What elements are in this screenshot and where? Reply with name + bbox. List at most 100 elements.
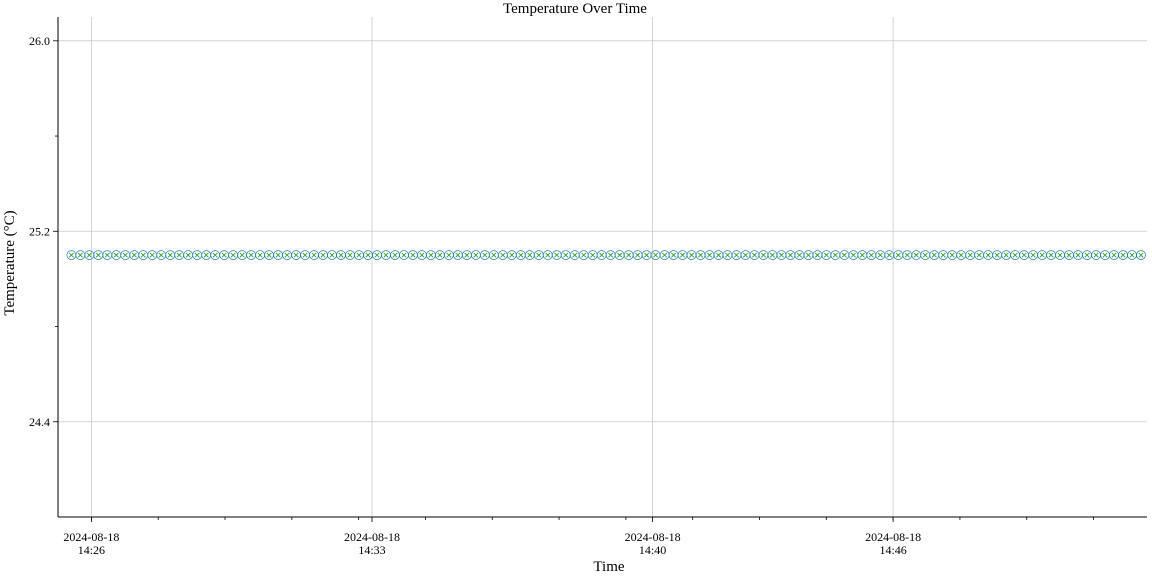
data-point-x xyxy=(1066,252,1072,258)
data-point-x xyxy=(194,252,200,258)
y-tick-label: 24.4 xyxy=(29,415,50,429)
data-point-x xyxy=(365,252,371,258)
data-point-x xyxy=(1129,252,1135,258)
data-point-x xyxy=(455,252,461,258)
data-point-x xyxy=(392,252,398,258)
data-point-x xyxy=(509,252,515,258)
data-point-x xyxy=(689,252,695,258)
data-point-x xyxy=(617,252,623,258)
data-point-x xyxy=(1138,252,1144,258)
ticks: 24.4 25.2 26.0 2024-08-18 14:26 2024-08-18 14:… xyxy=(29,34,1094,557)
data-point-x xyxy=(644,252,650,258)
data-point-x xyxy=(275,252,281,258)
data-point-x xyxy=(814,252,820,258)
data-point-x xyxy=(859,252,865,258)
data-point-x xyxy=(383,252,389,258)
data-point-x xyxy=(608,252,614,258)
data-point-x xyxy=(958,252,964,258)
x-axis-title: Time xyxy=(593,559,624,575)
data-point-x xyxy=(994,252,1000,258)
data-point-x xyxy=(698,252,704,258)
data-point-x xyxy=(913,252,919,258)
data-point-x xyxy=(410,252,416,258)
data-point-x xyxy=(769,252,775,258)
x-tick-label: 2024-08-18 14:33 xyxy=(344,530,400,557)
data-point-x xyxy=(419,252,425,258)
data-point-x xyxy=(868,252,874,258)
data-point-x xyxy=(626,252,632,258)
data-point-x xyxy=(841,252,847,258)
data-point-x xyxy=(742,252,749,258)
y-tick-label: 25.2 xyxy=(29,224,50,238)
data-point-x xyxy=(320,252,326,258)
data-point-x xyxy=(284,252,290,258)
data-point-x xyxy=(329,252,335,258)
data-point-x xyxy=(104,252,110,258)
data-point-x xyxy=(257,252,263,258)
data-point-x xyxy=(680,252,686,258)
grid xyxy=(58,17,1147,517)
data-point-x xyxy=(221,252,227,258)
data-point-x xyxy=(248,252,254,258)
data-point-x xyxy=(778,252,784,258)
data-point-x xyxy=(86,252,92,258)
data-point-x xyxy=(1021,252,1027,258)
chart-title: Temperature Over Time xyxy=(503,1,647,17)
data-point-x xyxy=(464,252,470,258)
data-point-x xyxy=(167,252,173,258)
data-point-x xyxy=(185,252,191,258)
data-point-x xyxy=(95,252,101,258)
data-point-x xyxy=(527,252,533,258)
data-point-x xyxy=(581,252,587,258)
data-point-x xyxy=(401,252,407,258)
data-point-x xyxy=(850,252,856,258)
data-point-x xyxy=(293,252,299,258)
data-point-x xyxy=(311,252,317,258)
axes xyxy=(57,17,1147,518)
data-point-circle xyxy=(1136,250,1146,260)
data-point-x xyxy=(473,252,479,258)
data-point-x xyxy=(671,252,677,258)
data-point-x xyxy=(1030,252,1036,258)
data-point-x xyxy=(725,252,731,258)
data-point-x xyxy=(1102,252,1108,258)
data-point-x xyxy=(1111,252,1117,258)
data-point-x xyxy=(554,252,560,258)
data-point-x xyxy=(302,252,308,258)
data-point-x xyxy=(985,252,991,258)
data-point-x xyxy=(437,252,443,258)
data-point-x xyxy=(491,252,497,258)
data-point-x xyxy=(1093,252,1099,258)
data-point-x xyxy=(796,252,802,258)
data-point-x xyxy=(1084,252,1090,258)
data-point-x xyxy=(751,252,758,258)
data-point-x xyxy=(374,252,380,258)
data-point-x xyxy=(68,252,74,258)
data-point-x xyxy=(805,252,811,258)
data-point-x xyxy=(230,252,236,258)
data-point-x xyxy=(140,252,146,258)
data-point-x xyxy=(940,252,946,258)
data-point-x xyxy=(877,252,883,258)
data-point-x xyxy=(931,252,937,258)
data-point-x xyxy=(1057,252,1063,258)
data-point-x xyxy=(904,252,910,258)
data-point-x xyxy=(122,252,128,258)
data-point-x xyxy=(500,252,506,258)
data-point-x xyxy=(590,252,596,258)
data-point-x xyxy=(176,252,182,258)
data-point-x xyxy=(707,252,713,258)
data-point-x xyxy=(886,252,892,258)
data-point-x xyxy=(77,252,83,258)
data-point-x xyxy=(653,252,659,258)
data-point-x xyxy=(949,252,955,258)
x-tick-label: 2024-08-18 14:26 xyxy=(63,530,119,557)
data-point-x xyxy=(733,252,740,258)
data-point-x xyxy=(760,252,766,258)
data-point-x xyxy=(662,252,668,258)
data-point-x xyxy=(922,252,928,258)
data-point-x xyxy=(832,252,838,258)
data-point-x xyxy=(572,252,578,258)
